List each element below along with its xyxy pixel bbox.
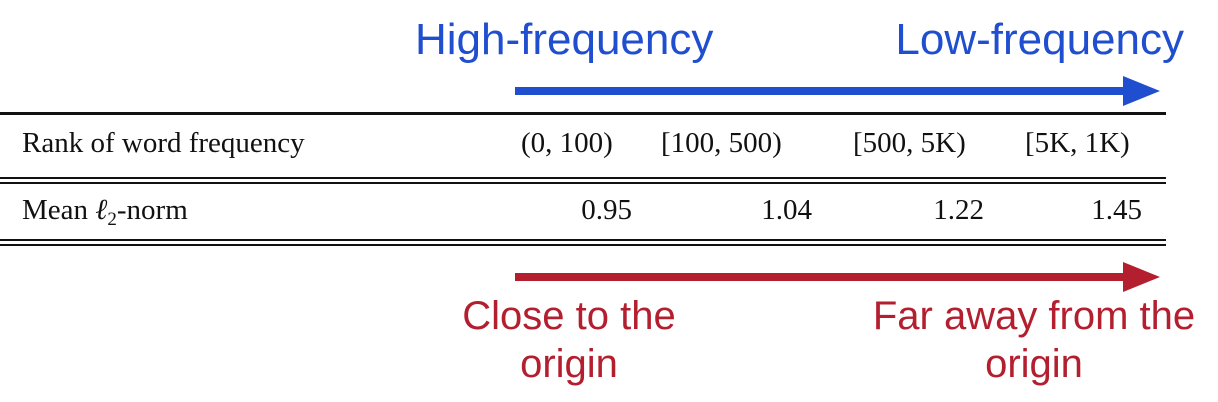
frequency-direction-arrow-icon [515, 76, 1160, 106]
rank-bin-header: [500, 5K) [853, 127, 966, 159]
far-label-line2: origin [985, 342, 1083, 386]
rank-bin-header: [100, 500) [661, 127, 782, 159]
rank-bin-header: (0, 100) [521, 127, 613, 159]
table-bottom-rule [0, 239, 1166, 241]
mean-norm-row-label: Mean ℓ2-norm [22, 194, 188, 230]
mean-norm-value: 1.04 [761, 194, 812, 226]
norm-subscript: 2 [107, 209, 117, 230]
mean-norm-suffix: -norm [116, 194, 188, 226]
close-label-line2: origin [520, 342, 618, 386]
far-label-line1: Far away from the [872, 294, 1196, 338]
close-label-line1: Close to the [462, 294, 676, 338]
rank-row-label: Rank of word frequency [22, 127, 305, 159]
distance-direction-arrow-icon [515, 262, 1160, 292]
low-frequency-label: Low-frequency [895, 15, 1184, 64]
rank-bin-header: [5K, 1K) [1025, 127, 1130, 159]
mean-norm-value: 1.22 [933, 194, 984, 226]
far-from-origin-label: Far away from the origin [848, 292, 1218, 388]
close-to-origin-label: Close to the origin [438, 292, 700, 388]
mean-norm-value: 0.95 [581, 194, 632, 226]
table-mid-rule [0, 182, 1166, 184]
ell-symbol: ℓ [95, 194, 108, 226]
high-frequency-label: High-frequency [415, 15, 714, 64]
mean-norm-prefix: Mean [22, 194, 96, 226]
table-mid-rule [0, 177, 1166, 179]
table-top-rule [0, 112, 1166, 115]
table-bottom-rule [0, 244, 1166, 246]
mean-norm-value: 1.45 [1091, 194, 1142, 226]
